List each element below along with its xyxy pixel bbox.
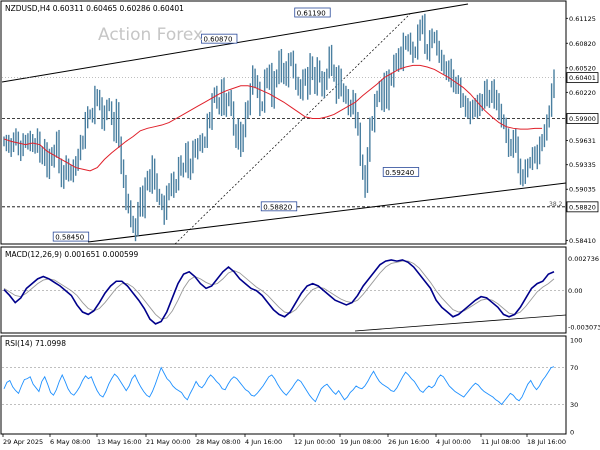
macd-trendline <box>354 314 567 332</box>
x-axis: 29 Apr 2025 6 May 08:00 13 May 16:00 21 May… <box>2 434 566 446</box>
price-annotation-box <box>382 167 420 177</box>
macd-axis-tick: -0.003073 <box>568 324 600 332</box>
x-axis-label: 12 Jun 00:00 <box>294 438 335 446</box>
x-axis-label: 21 May 00:00 <box>146 438 191 446</box>
rsi-panel-frame <box>0 335 567 435</box>
rsi-axis-tick: 100 <box>570 337 582 345</box>
price-annotation-box <box>52 231 90 242</box>
x-axis-label: 13 May 16:00 <box>97 438 142 446</box>
price-annotation-label: 0.58450 <box>55 234 84 242</box>
price-axis-tick: 0.59035 <box>569 186 596 194</box>
price-annotation-box <box>294 7 331 18</box>
price-annotation-label: 0.59240 <box>385 169 414 177</box>
price-annotation-box <box>260 201 298 212</box>
level-price-box <box>566 113 599 124</box>
price-annotation-label: 0.58820 <box>263 203 292 211</box>
rsi-panel: 100 70 30 0 <box>2 337 582 437</box>
price-annotation-box <box>201 33 238 44</box>
macd-panel: 0.002736 0.00 -0.003073 <box>2 255 600 332</box>
macd-panel-frame <box>0 246 567 334</box>
x-axis-label: 18 Jul 16:00 <box>527 438 566 446</box>
rsi-axis-tick: 30 <box>570 401 578 409</box>
rsi-axis-tick: 70 <box>570 364 578 372</box>
symbol-header: NZDUSD,H4 0.60311 0.60465 0.60286 0.6040… <box>5 4 184 13</box>
x-axis-label: 6 May 08:00 <box>50 438 90 446</box>
x-axis-label: 19 Jun 08:00 <box>340 438 381 446</box>
price-axis-tick: 0.60220 <box>569 89 596 97</box>
level-price-box <box>566 72 599 84</box>
x-axis-label: 4 Jul 00:00 <box>436 438 471 446</box>
price-panel: 38.2 0.58450 0.60870 0.58820 0.61190 0.59240 0… <box>1 3 599 245</box>
x-axis-label: 28 May 08:00 <box>196 438 241 446</box>
level-price-box <box>566 201 599 213</box>
rsi-header: RSI(14) 71.0998 <box>5 339 66 348</box>
price-axis-tick: 0.59631 <box>569 137 596 145</box>
macd-line <box>3 259 555 325</box>
price-annotation-label: 0.61190 <box>297 9 326 17</box>
lower-channel-line <box>87 182 567 243</box>
moving-average-line <box>3 64 543 172</box>
price-annotation-label: 0.60870 <box>203 36 232 44</box>
macd-header: MACD(12,26,9) 0.001651 0.000599 <box>5 250 139 259</box>
price-axis-tick: 0.61125 <box>569 15 596 23</box>
macd-axis-tick: 0.00 <box>568 287 582 295</box>
level-price-label: 0.59900 <box>569 115 596 123</box>
x-axis-label: 4 Jun 16:00 <box>245 438 282 446</box>
x-axis-label: 29 Apr 2025 <box>3 438 43 446</box>
level-price-label: 0.60401 <box>569 74 596 82</box>
x-axis-label: 11 Jul 08:00 <box>481 438 520 446</box>
watermark: Action Forex <box>98 25 203 45</box>
dotted-trendline <box>174 13 411 245</box>
macd-axis-tick: 0.002736 <box>568 255 599 263</box>
fib-level-label: 38.2 <box>549 201 563 208</box>
rsi-line <box>3 366 555 406</box>
level-price-label: 0.58820 <box>569 203 596 211</box>
price-axis-tick: 0.58410 <box>569 237 596 245</box>
price-axis-tick: 0.60820 <box>569 40 596 48</box>
x-axis-label: 26 Jun 16:00 <box>388 438 429 446</box>
price-axis-tick: 0.59335 <box>569 161 596 169</box>
price-axis-tick: 0.60520 <box>569 64 596 72</box>
rsi-axis-tick: 0 <box>570 429 574 437</box>
